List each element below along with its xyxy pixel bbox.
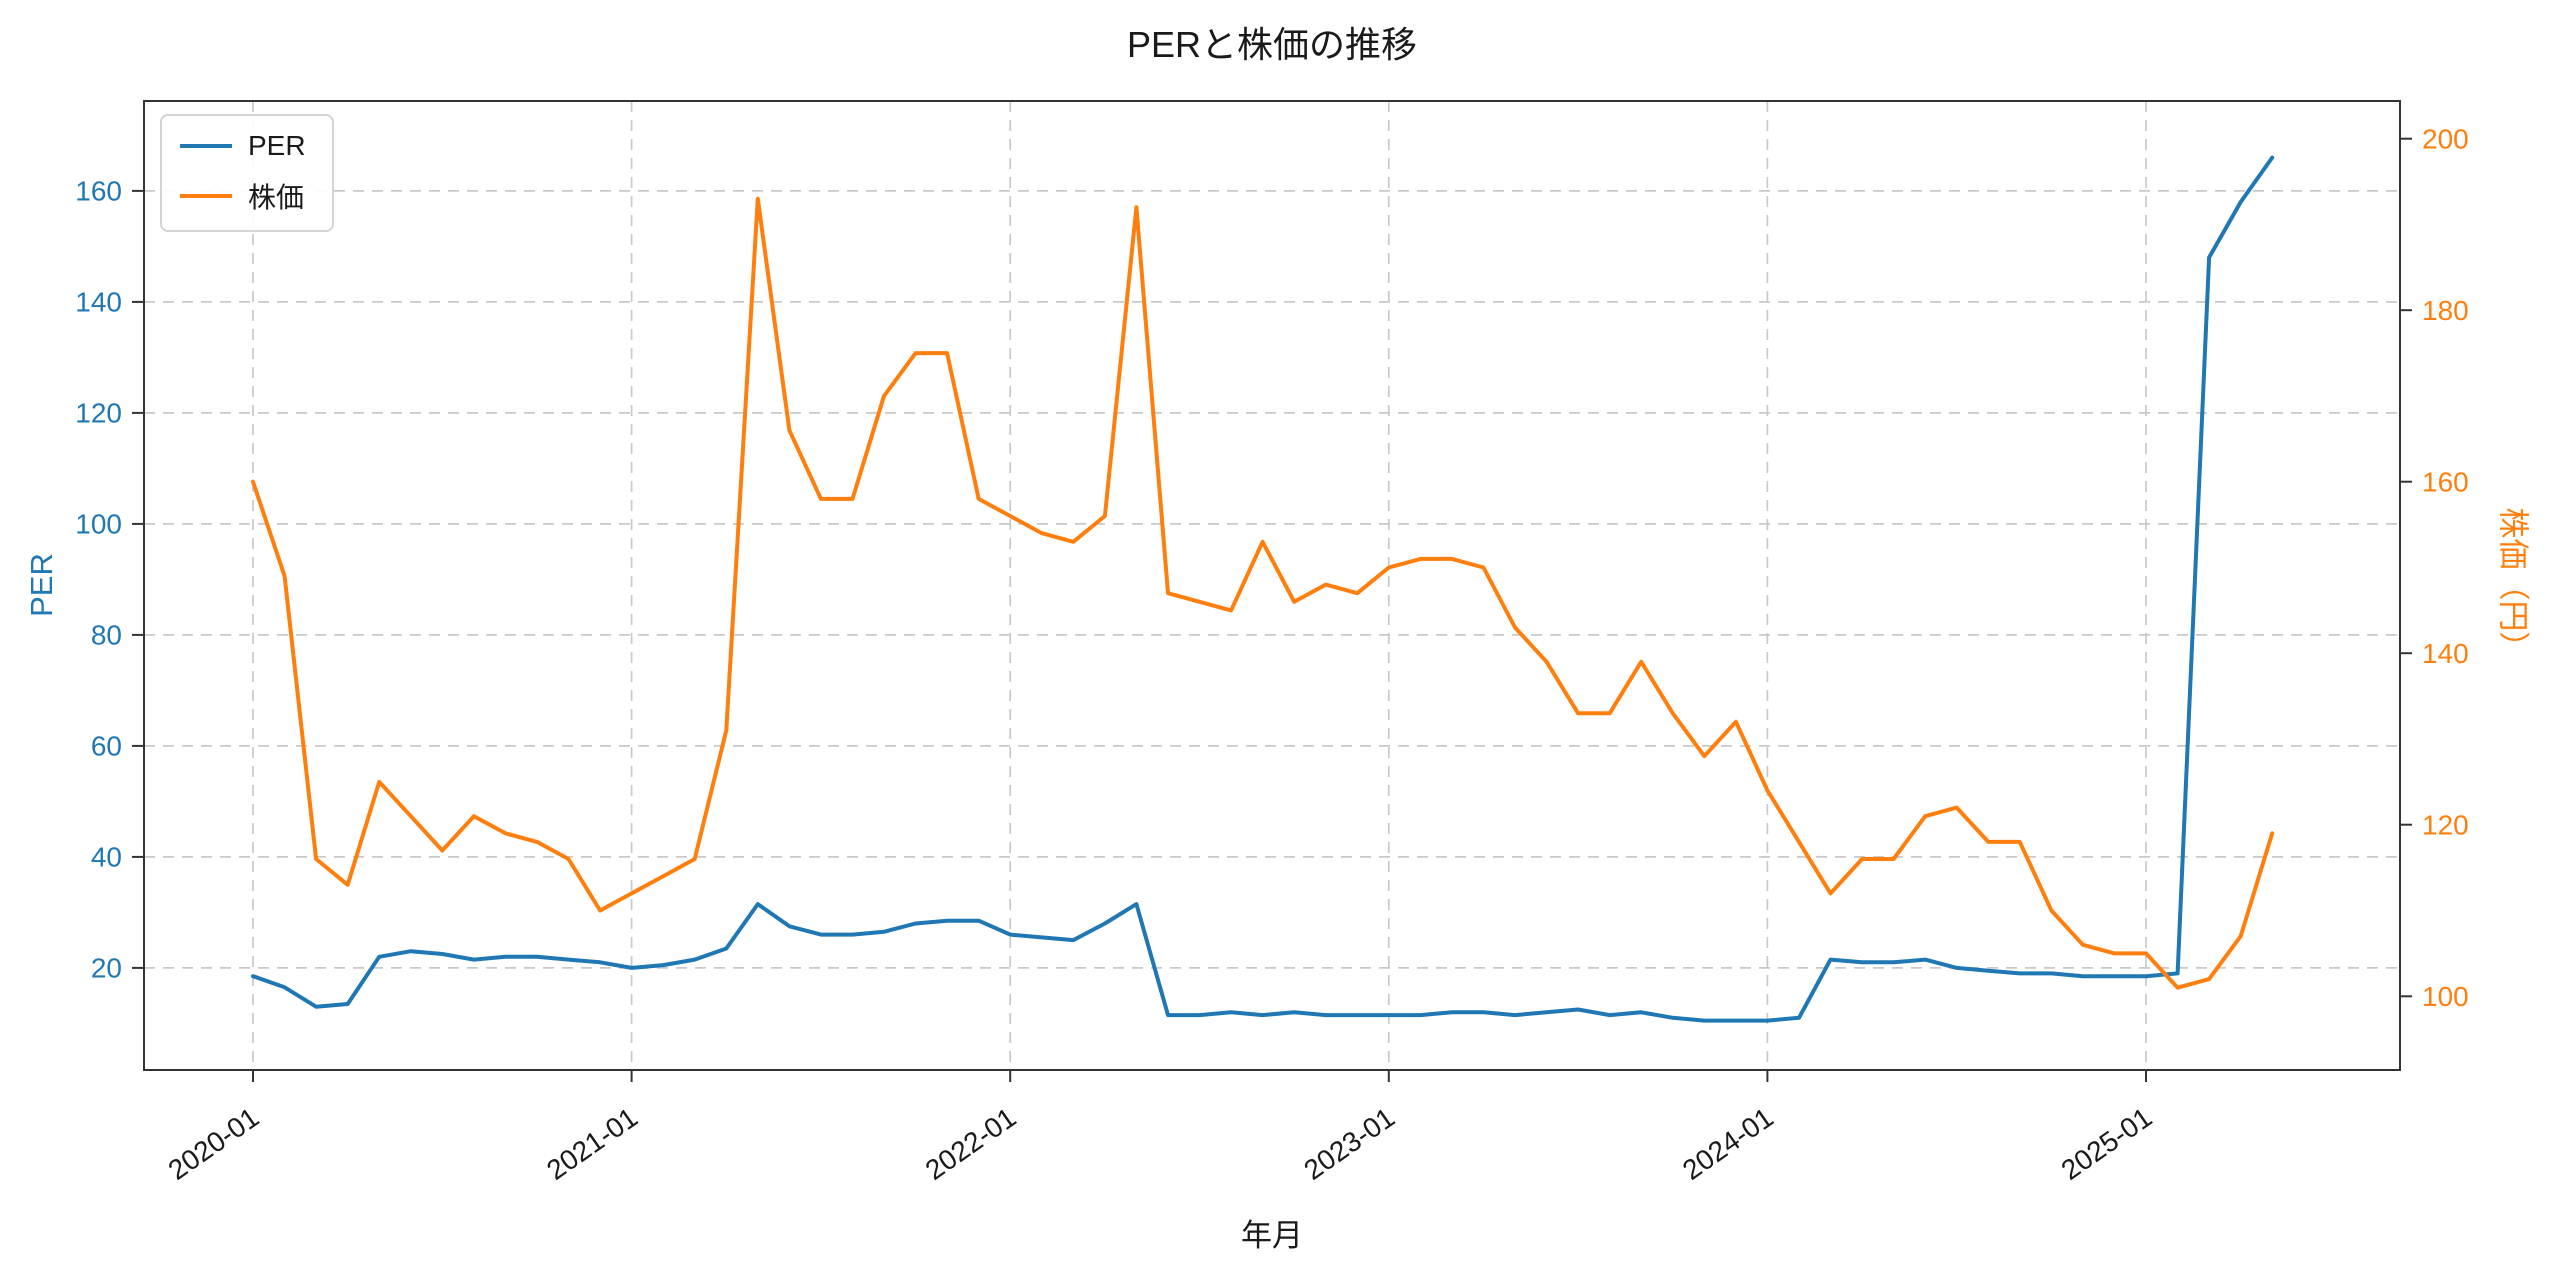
y-tick-label-right: 120 (2422, 810, 2469, 841)
y-tick-label-left: 20 (91, 953, 122, 984)
y-tick-label-right: 140 (2422, 638, 2469, 669)
legend-label: 株価 (248, 182, 305, 213)
legend-label: PER (248, 130, 306, 161)
x-tick-label: 2025-01 (2055, 1102, 2157, 1186)
left-axis-label: PER (24, 553, 59, 617)
plot-border (143, 100, 2401, 1071)
y-tick-label-left: 140 (75, 287, 122, 318)
x-tick-label: 2021-01 (541, 1102, 643, 1186)
y-tick-label-left: 80 (91, 620, 122, 651)
legend: PER 株価 (160, 114, 334, 232)
right-axis-label: 株価（円） (2495, 507, 2531, 663)
x-tick-label: 2023-01 (1298, 1102, 1400, 1186)
y-tick-label-left: 60 (91, 731, 122, 762)
y-tick-label-right: 180 (2422, 295, 2469, 326)
y-tick-label-left: 160 (75, 176, 122, 207)
legend-swatch (180, 194, 232, 198)
y-tick-label-right: 200 (2422, 124, 2469, 155)
y-tick-label-right: 100 (2422, 981, 2469, 1012)
series-line-PER (251, 155, 2275, 1023)
y-tick-label-left: 100 (75, 509, 122, 540)
legend-item: 株価 (180, 176, 306, 216)
x-tick-label: 2020-01 (162, 1102, 264, 1186)
x-tick-label: 2022-01 (920, 1102, 1022, 1186)
legend-item: PER (180, 130, 306, 162)
y-tick-label-left: 40 (91, 842, 122, 873)
x-tick-label: 2024-01 (1677, 1102, 1779, 1186)
legend-swatch (180, 144, 232, 148)
chart-title: PERと株価の推移 (1126, 24, 1418, 65)
y-tick-label-right: 160 (2422, 467, 2469, 498)
series-line-株価 (251, 196, 2275, 990)
y-tick-label-left: 120 (75, 398, 122, 429)
x-axis-label: 年月 (1241, 1218, 1303, 1253)
